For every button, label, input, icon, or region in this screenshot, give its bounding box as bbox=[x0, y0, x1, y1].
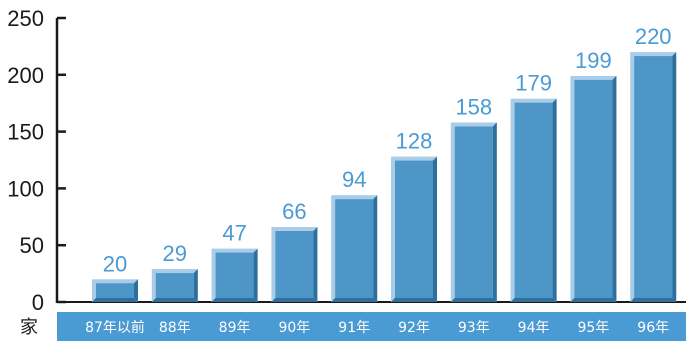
bar-edge-bottom bbox=[630, 298, 677, 302]
category-labels: 87年以前 88年 89年 90年 91年 92年 93年 94年 95年 96年 bbox=[85, 319, 669, 336]
bar-edge-bottom bbox=[92, 298, 138, 302]
y-tick-label: 200 bbox=[7, 63, 44, 88]
unit-label: 家 bbox=[20, 317, 38, 338]
bar-value-label: 128 bbox=[396, 129, 433, 154]
bar bbox=[570, 75, 617, 302]
bar-face bbox=[634, 56, 673, 298]
y-ticks: 0 50 100 150 200 250 bbox=[7, 6, 66, 315]
bar-face bbox=[574, 79, 613, 298]
bar-value-label: 94 bbox=[342, 167, 366, 192]
bar-edge-bottom bbox=[271, 298, 318, 302]
bar-edge-right bbox=[193, 269, 198, 302]
y-tick-label: 100 bbox=[7, 176, 44, 201]
bar-value-label: 29 bbox=[163, 241, 187, 266]
bar-face bbox=[215, 252, 254, 298]
bar-face bbox=[335, 199, 374, 298]
bar-value-label: 220 bbox=[635, 24, 672, 49]
bar bbox=[151, 269, 198, 302]
bar-face bbox=[275, 231, 314, 298]
bar-face bbox=[514, 102, 553, 298]
category-label: 90年 bbox=[278, 320, 310, 336]
bar-value-label: 47 bbox=[222, 221, 246, 246]
bar-edge-bottom bbox=[151, 298, 198, 302]
bar-value-label: 158 bbox=[455, 95, 492, 120]
bar bbox=[391, 156, 437, 302]
bar-edge-right bbox=[552, 98, 557, 302]
bar-value-label: 66 bbox=[282, 199, 306, 224]
category-label: 96年 bbox=[637, 320, 669, 336]
bar-edge-right bbox=[612, 75, 617, 302]
bar-face bbox=[454, 126, 493, 299]
bar bbox=[630, 52, 677, 302]
bar bbox=[331, 195, 378, 302]
bar-edge-right bbox=[433, 156, 437, 302]
bar-value-label: 20 bbox=[103, 251, 127, 276]
bar-face bbox=[96, 283, 134, 298]
category-label: 93年 bbox=[458, 320, 490, 336]
bar-edge-bottom bbox=[510, 298, 557, 302]
bar bbox=[211, 248, 258, 302]
bar bbox=[271, 227, 318, 302]
bar bbox=[92, 279, 138, 302]
bar-face bbox=[395, 160, 433, 298]
bar-edge-right bbox=[253, 248, 258, 302]
bar-edge-bottom bbox=[331, 298, 378, 302]
value-labels: 20 29 47 66 94 128 158 179 199 220 bbox=[103, 24, 672, 276]
y-tick-label: 50 bbox=[20, 233, 44, 258]
bar bbox=[510, 98, 557, 302]
bar-edge-right bbox=[672, 52, 677, 302]
bar-edge-bottom bbox=[450, 298, 497, 302]
bar-edge-bottom bbox=[211, 298, 258, 302]
category-label: 94年 bbox=[518, 320, 550, 336]
bar-edge-right bbox=[134, 279, 138, 302]
category-label: 92年 bbox=[398, 320, 430, 336]
y-tick-label: 250 bbox=[7, 6, 44, 31]
bar-value-label: 179 bbox=[515, 71, 552, 96]
category-label: 91年 bbox=[338, 320, 370, 336]
bar-value-label: 199 bbox=[575, 48, 612, 73]
bar bbox=[450, 122, 497, 303]
bar-edge-bottom bbox=[391, 298, 437, 302]
category-band bbox=[57, 312, 686, 341]
y-tick-label: 0 bbox=[32, 290, 44, 315]
bars bbox=[92, 52, 677, 303]
bar-edge-right bbox=[313, 227, 318, 302]
bar-face bbox=[155, 273, 194, 298]
bar-edge-right bbox=[373, 195, 378, 302]
bar-edge-bottom bbox=[570, 298, 617, 302]
category-label: 87年以前 bbox=[85, 319, 145, 336]
category-label: 89年 bbox=[219, 320, 251, 336]
y-tick-label: 150 bbox=[7, 120, 44, 145]
category-label: 95年 bbox=[577, 320, 609, 336]
category-label: 88年 bbox=[159, 320, 191, 336]
bar-edge-right bbox=[492, 122, 497, 303]
